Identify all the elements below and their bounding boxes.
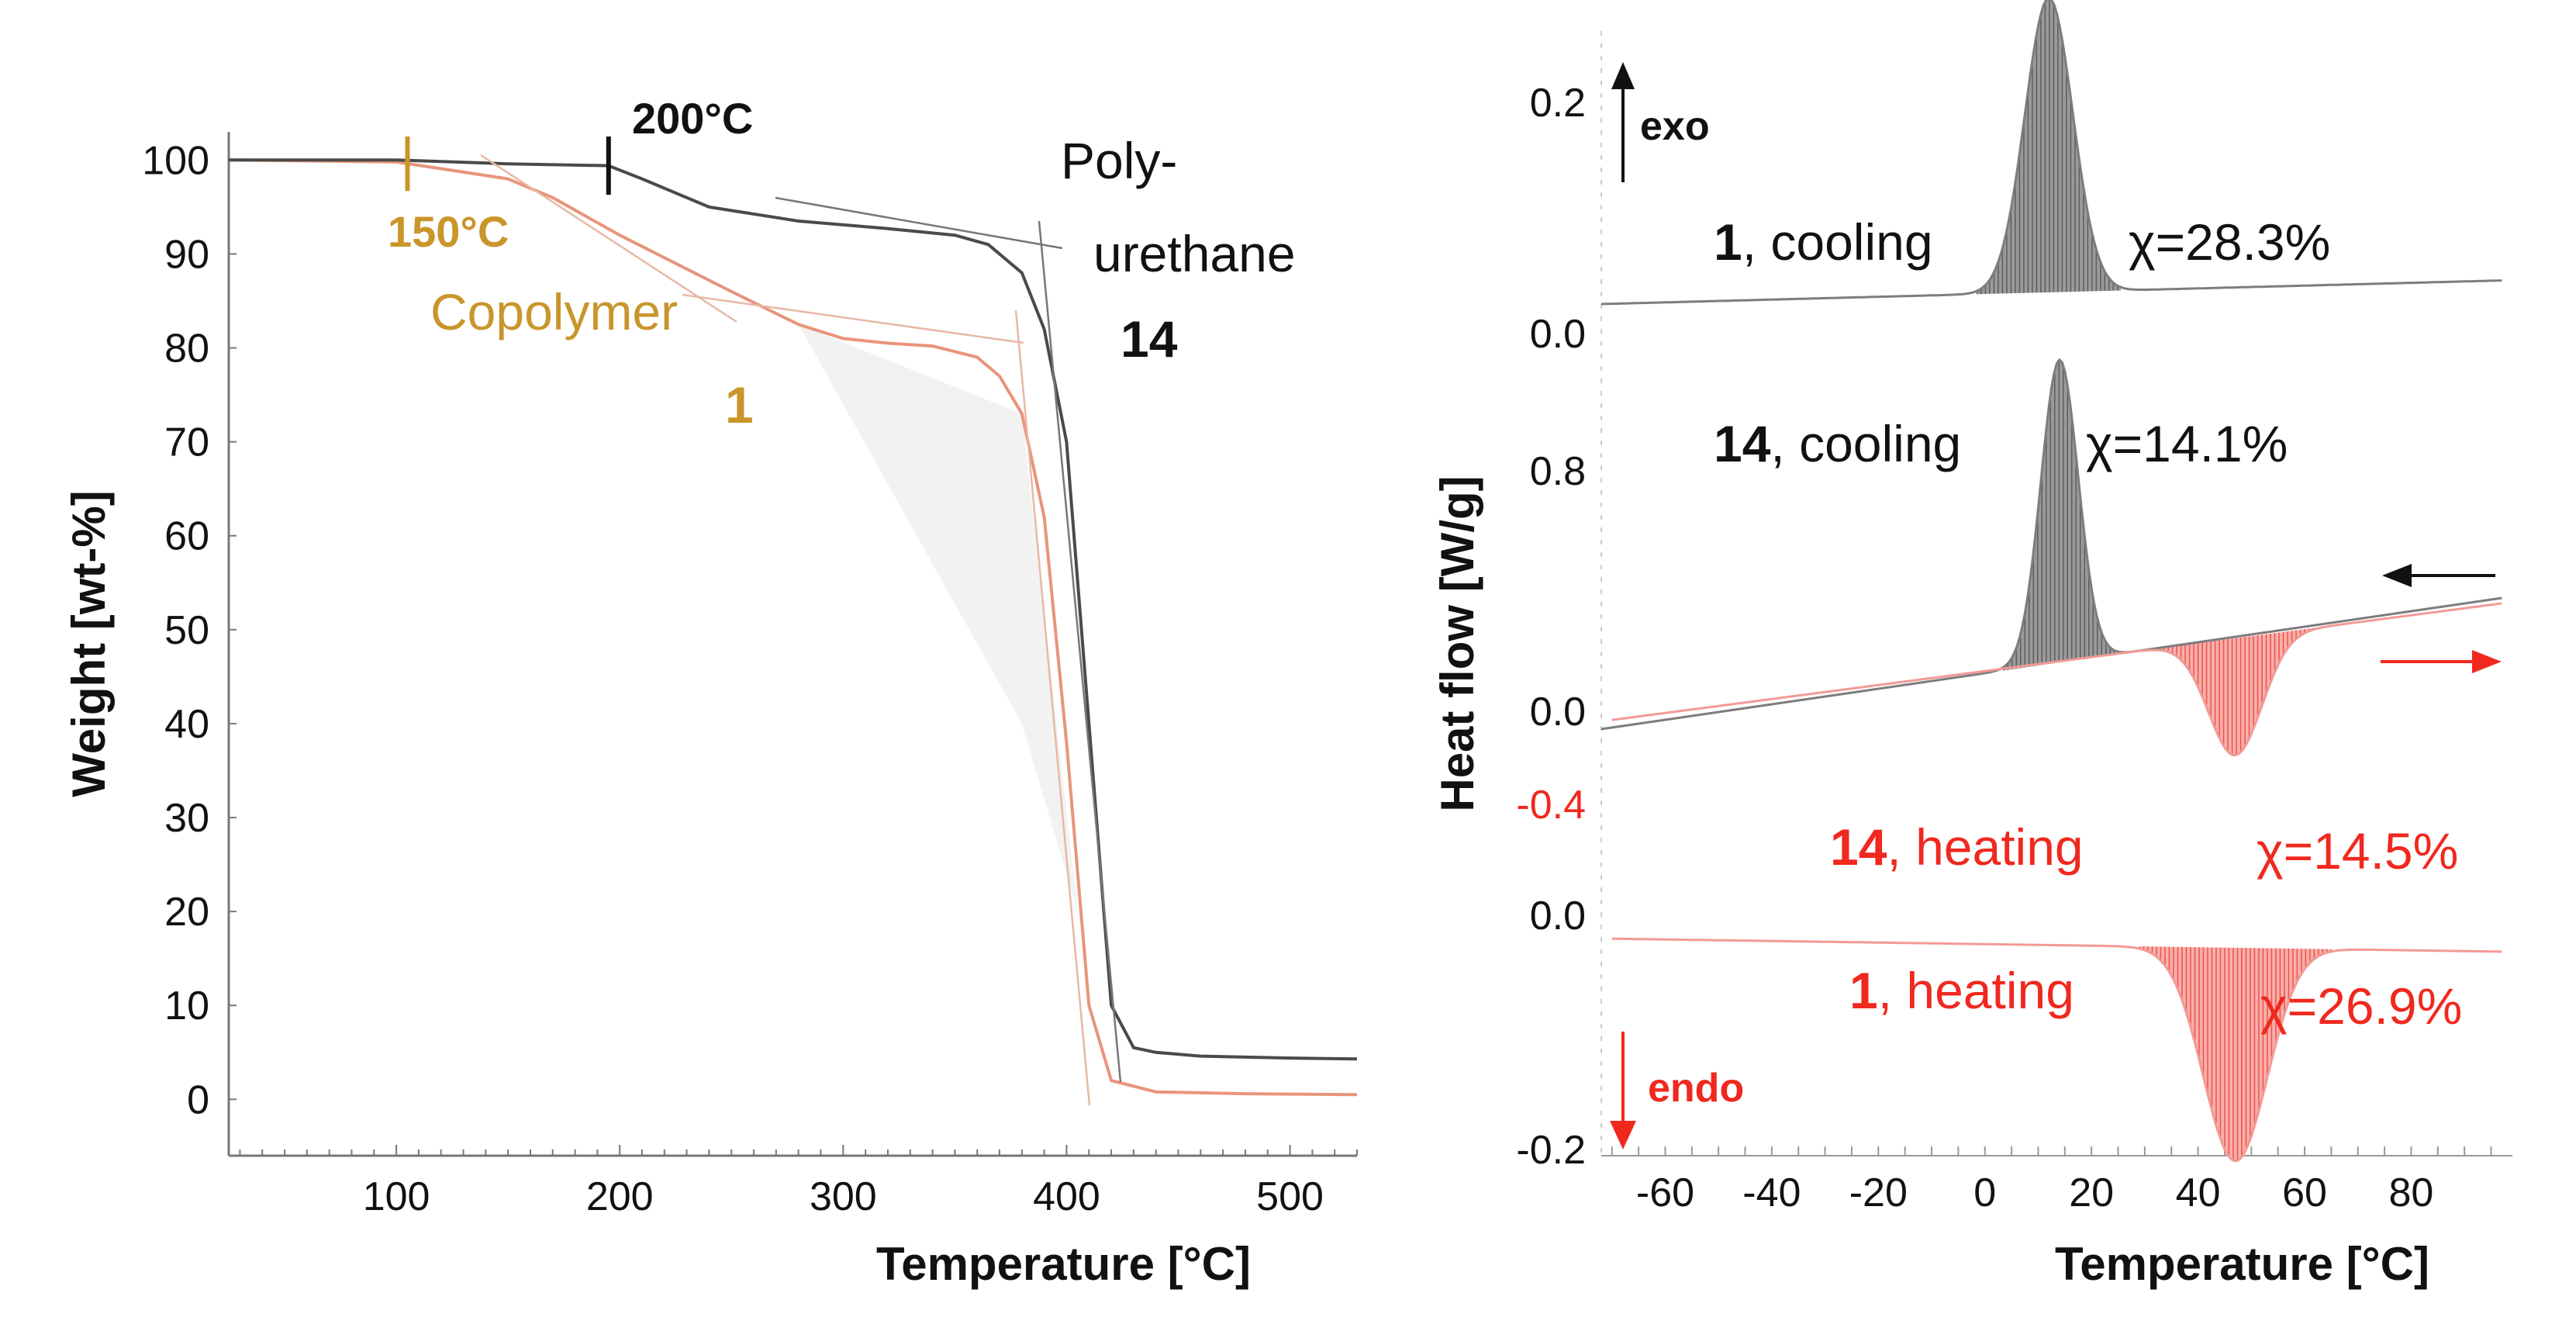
tga-label-poly: Poly- (1061, 132, 1177, 189)
dsc-label-14-cooling-id: 14 (1714, 415, 1771, 472)
tga-label-14: 14 (1121, 310, 1178, 368)
tga-y-tick-label: 30 (164, 796, 209, 841)
exo-arrow-head-icon (1611, 62, 1635, 89)
endo-arrow-head-icon (1610, 1121, 1636, 1150)
tga-y-axis-label: Weight [wt-%] (63, 490, 115, 797)
dsc-curve-14-cooling (1601, 358, 2502, 731)
cooling-arrow-head-icon (2382, 564, 2412, 587)
tga-series-polyurethane-14 (229, 158, 1358, 1061)
tga-tangent-co-drop (1014, 309, 1091, 1106)
dsc-chi-1-heating: χ=26.9% (2260, 977, 2462, 1035)
dsc-x-tick-label: 80 (2389, 1170, 2434, 1215)
dsc-x-ticks (1611, 1146, 2492, 1156)
dsc-peak-fill-14-heating (2155, 627, 2315, 755)
dsc-curve-1-cooling (1601, 0, 2502, 306)
dsc-y-axis-label: Heat flow [W/g] (1431, 475, 1483, 811)
dsc-y-tick-0.8: 0.8 (1530, 449, 1586, 494)
dsc-x-tick-label: -60 (1636, 1170, 1694, 1215)
tga-y-tick-label: 100 (142, 138, 209, 183)
dsc-label-14-heating-id: 14 (1830, 818, 1887, 876)
dsc-label-1-cooling: 1, cooling (1714, 213, 1933, 271)
tga-tangent-co (682, 293, 1024, 344)
tga-x-tick-label: 200 (586, 1174, 654, 1219)
dsc-label-14-heating: 14, heating (1830, 818, 2084, 876)
dsc-x-tick-label: 20 (2069, 1170, 2114, 1215)
dsc-x-axis-label: Temperature [°C] (2055, 1238, 2429, 1290)
tga-label-1: 1 (725, 376, 754, 434)
dsc-x-tick-label: 40 (2176, 1170, 2221, 1215)
dsc-y-tick-0.0-bottom: 0.0 (1530, 894, 1586, 939)
dsc-chi-14-cooling: χ=14.1% (2086, 415, 2288, 472)
tga-tangent-co-early (480, 154, 737, 323)
dsc-curve-1-heating (1611, 937, 2502, 1163)
dsc-label-14-cooling: 14, cooling (1714, 415, 1961, 472)
tga-y-tick-label: 40 (164, 702, 209, 747)
dsc-label-1-heating: 1, heating (1849, 962, 2074, 1019)
dsc-x-tick-label: -40 (1742, 1170, 1801, 1215)
heating-arrow-head-icon (2472, 650, 2502, 673)
tga-tangent-pu-drop (1038, 220, 1122, 1083)
dsc-x-tick-label: 0 (1973, 1170, 1996, 1215)
tga-label-urethane: urethane (1093, 225, 1296, 282)
tga-x-tick-label: 400 (1033, 1174, 1100, 1219)
dsc-label-14-heating-text: , heating (1887, 818, 2083, 876)
dsc-x-tick-labels: -60 -40 -20 0 20 40 60 80 (1636, 1170, 2433, 1215)
tga-chart: 100 200 300 400 500 0 10 20 30 40 50 60 70 80 90 100 2… (63, 94, 1358, 1290)
tga-series-copolymer-1 (228, 158, 1358, 1097)
dsc-y-tick-0.0-mid: 0.0 (1530, 690, 1586, 735)
dsc-chi-14-heating: χ=14.5% (2257, 822, 2458, 880)
tga-y-tick-label: 80 (164, 327, 209, 372)
dsc-curve-14-heating (1611, 602, 2502, 757)
dsc-label-1-cooling-id: 1 (1714, 213, 1742, 271)
dsc-label-14-cooling-text: , cooling (1770, 415, 1961, 472)
tga-shaded-area (798, 324, 1078, 912)
tga-y-tick-labels: 0 10 20 30 40 50 60 70 80 90 100 (142, 138, 209, 1122)
tga-y-tick-label: 70 (164, 420, 209, 465)
endo-label: endo (1648, 1066, 1744, 1111)
tga-x-tick-label: 300 (810, 1174, 877, 1219)
tga-x-axis-label: Temperature [°C] (876, 1238, 1251, 1290)
dsc-y-tick-0.2: 0.2 (1530, 81, 1586, 126)
dsc-peak-hatching (1976, 0, 2333, 1161)
tga-annotation-150c: 150°C (388, 207, 509, 256)
tga-label-copolymer: Copolymer (430, 283, 678, 341)
dsc-peak-fill-1-heating (2139, 946, 2332, 1161)
tga-y-tick-label: 50 (164, 608, 209, 653)
tga-y-tick-label: 0 (187, 1077, 209, 1122)
dsc-y-tick-0.0-top: 0.0 (1530, 312, 1586, 357)
tga-y-tick-label: 20 (164, 890, 209, 935)
dsc-y-tick-neg0.4: -0.4 (1516, 783, 1586, 828)
dsc-x-tick-label: -20 (1849, 1170, 1908, 1215)
dsc-label-1-heating-text: , heating (1878, 962, 2074, 1019)
tga-y-tick-label: 90 (164, 232, 209, 277)
tga-annotation-200c: 200°C (632, 94, 753, 143)
tga-x-tick-labels: 100 200 300 400 500 (363, 1174, 1324, 1219)
dsc-label-1-cooling-text: , cooling (1742, 213, 1933, 271)
tga-tangent-pu (775, 196, 1063, 250)
tga-y-tick-label: 10 (164, 984, 209, 1028)
dsc-x-tick-label: 60 (2282, 1170, 2327, 1215)
tga-y-tick-label: 60 (164, 514, 209, 559)
dsc-y-tick-neg0.2: -0.2 (1516, 1128, 1586, 1173)
dsc-chi-1-cooling: χ=28.3% (2129, 213, 2330, 271)
tga-x-tick-label: 500 (1256, 1174, 1324, 1219)
dsc-label-1-heating-id: 1 (1849, 962, 1878, 1019)
dsc-chart: -60 -40 -20 0 20 40 60 80 0.2 0.0 0.8 0.0 -0.4 … (1431, 0, 2512, 1290)
tga-x-tick-label: 100 (363, 1174, 430, 1219)
exo-label: exo (1640, 104, 1710, 149)
